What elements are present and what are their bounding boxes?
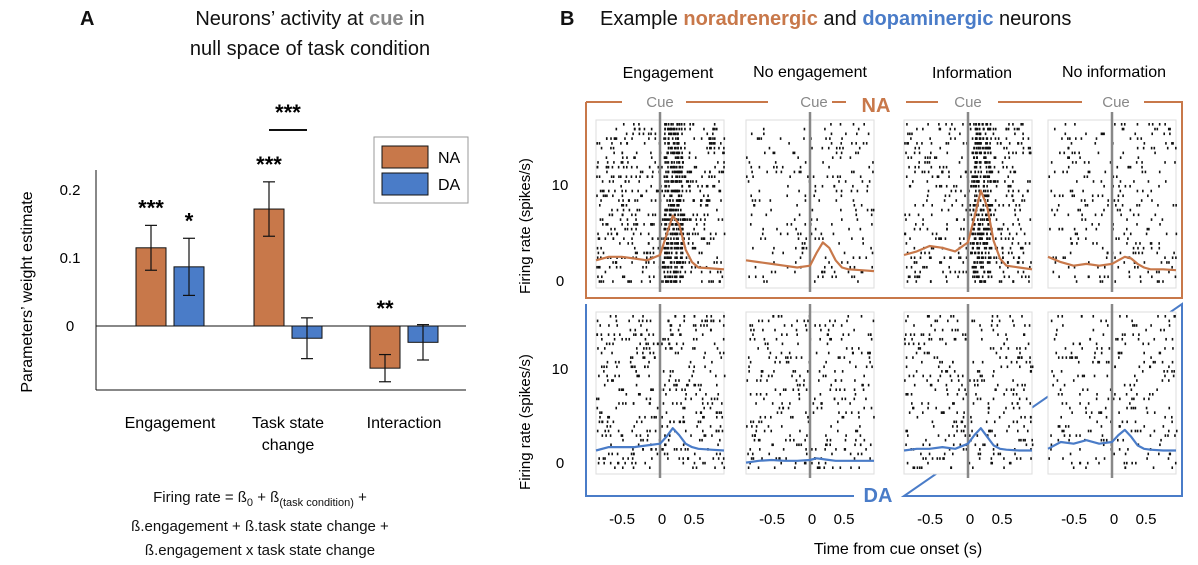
na-group-label: NA	[862, 95, 891, 117]
x-tick-label: 0.5	[834, 511, 855, 528]
condition-label-no-engagement: No engagement	[753, 64, 867, 81]
da-frame	[585, 302, 1183, 497]
significance-label: ***	[138, 195, 164, 220]
x-tick-label: -0.5	[759, 511, 785, 528]
cue-label: Cue	[646, 94, 674, 111]
legend-label-na: NA	[438, 150, 461, 167]
condition-label-engagement: Engagement	[623, 65, 714, 82]
firing-rate-curve	[595, 214, 725, 271]
legend-label-da: DA	[438, 177, 461, 194]
panel-b-letter: B	[560, 8, 575, 30]
cue-label: Cue	[1102, 94, 1130, 111]
x-tick-label: 0	[1110, 511, 1118, 528]
da-ytick-10: 10	[552, 361, 569, 378]
bar-category-label: change	[262, 437, 315, 454]
condition-label-information: Information	[932, 65, 1012, 82]
x-tick-label: -0.5	[609, 511, 635, 528]
bar-category-label: Engagement	[125, 415, 216, 432]
significance-label: **	[376, 296, 394, 321]
legend-swatch-da	[381, 172, 429, 196]
na-ytick-10: 10	[552, 177, 569, 194]
raster-spikes	[746, 123, 875, 283]
firing-rate-curve	[903, 427, 1032, 452]
raster-spikes	[596, 123, 726, 283]
da-group-label: DA	[864, 485, 893, 507]
significance-label: ***	[256, 152, 282, 177]
raster-spikes	[1048, 123, 1178, 283]
bar-ytick-label: 0.2	[60, 182, 81, 199]
bar-chart: Parameters’ weight estimate 00.10.2 ****…	[19, 100, 469, 454]
firing-rate-curve	[745, 241, 875, 273]
x-tick-label: -0.5	[917, 511, 943, 528]
bar-ytick-label: 0.1	[60, 250, 81, 267]
x-tick-label: 0.5	[1136, 511, 1157, 528]
significance-label: ***	[275, 100, 301, 125]
cue-keyword: cue	[369, 8, 404, 30]
panel-b-title: Example noradrenergic and dopaminergic n…	[600, 8, 1072, 30]
bar-category-label: Interaction	[367, 415, 442, 432]
noradrenergic-keyword: noradrenergic	[683, 8, 818, 30]
condition-label-no-information: No information	[1062, 64, 1166, 81]
raster-figure: Engagement No engagement Information No …	[517, 64, 1183, 558]
bar-legend: NA DA	[373, 136, 469, 204]
x-axis-label: Time from cue onset (s)	[814, 541, 982, 558]
na-ytick-0: 0	[556, 273, 564, 290]
firing-rate-curve	[1047, 255, 1177, 272]
cue-label: Cue	[954, 94, 982, 111]
model-formula: Firing rate = ß0 + ß(task condition) + ß…	[131, 489, 389, 559]
cue-label: Cue	[800, 94, 828, 111]
x-tick-label: -0.5	[1061, 511, 1087, 528]
significance-label: *	[185, 208, 194, 233]
raster-spikes	[1048, 315, 1178, 470]
panel-a-title: Neurons’ activity at cue in null space o…	[189, 8, 431, 60]
bar-ytick-label: 0	[66, 318, 74, 335]
legend-swatch-na	[381, 145, 429, 169]
da-ytick-0: 0	[556, 455, 564, 472]
firing-rate-curve	[745, 457, 874, 464]
dopaminergic-keyword: dopaminergic	[862, 8, 994, 30]
firing-rate-curve	[903, 189, 1033, 271]
x-tick-label: 0	[808, 511, 816, 528]
x-tick-label: 0.5	[684, 511, 705, 528]
da-y-axis-label: Firing rate (spikes/s)	[517, 354, 534, 490]
na-y-axis-label: Firing rate (spikes/s)	[517, 158, 534, 294]
x-tick-label: 0	[966, 511, 974, 528]
firing-rate-curve	[595, 427, 725, 452]
panel-a-letter: A	[80, 8, 95, 30]
bar-category-label: Task state	[252, 415, 324, 432]
bar-y-axis-label: Parameters’ weight estimate	[19, 191, 36, 392]
x-tick-label: 0	[658, 511, 666, 528]
x-tick-label: 0.5	[992, 511, 1013, 528]
raster-spikes	[904, 123, 1032, 283]
na-frame	[585, 101, 1183, 299]
firing-rate-curve	[1047, 428, 1176, 452]
